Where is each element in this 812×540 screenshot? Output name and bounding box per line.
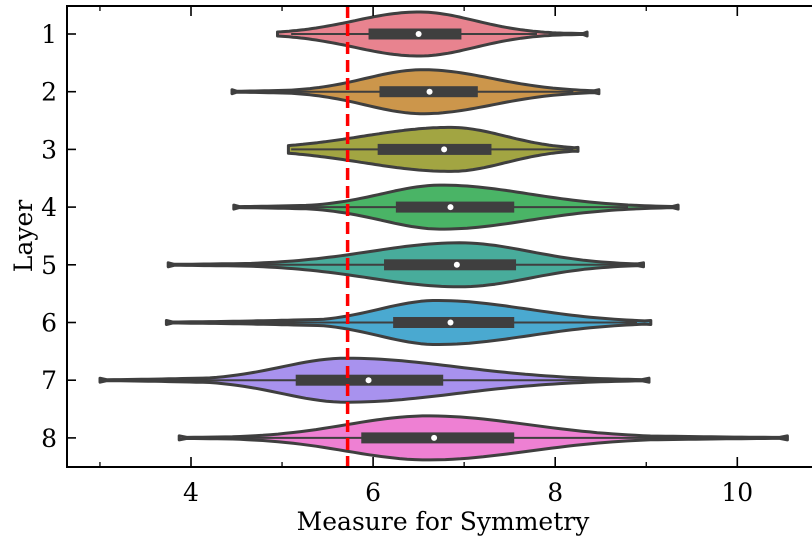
violin-layer-3 — [286, 125, 580, 173]
y-tick-label: 5 — [41, 251, 57, 280]
violin-layer-5 — [166, 241, 645, 289]
y-tick-label: 4 — [41, 193, 57, 222]
violin-median-point — [447, 204, 454, 211]
y-tick-label: 1 — [41, 20, 57, 49]
y-tick-label: 3 — [41, 135, 57, 164]
violin-layer-8 — [177, 414, 789, 462]
y-tick-label: 2 — [41, 78, 57, 107]
violin-median-point — [426, 88, 433, 95]
x-tick-label: 8 — [547, 478, 563, 507]
violin-iqr-box — [384, 259, 517, 271]
violin-median-point — [453, 261, 460, 268]
y-axis-label: Layer — [9, 200, 38, 272]
y-tick-label: 6 — [41, 309, 57, 338]
violin-median-point — [441, 146, 448, 153]
violin-layer-2 — [230, 68, 601, 116]
x-axis-label: Measure for Symmetry — [297, 507, 591, 536]
x-tick-label: 4 — [183, 478, 199, 507]
y-tick-label: 8 — [41, 424, 57, 453]
violin-median-point — [431, 434, 438, 441]
violin-iqr-box — [361, 432, 515, 444]
violin-median-point — [415, 31, 422, 37]
y-tick-label: 7 — [41, 366, 57, 395]
violin-median-point — [447, 319, 454, 326]
violin-layer-6 — [164, 299, 653, 346]
violin-iqr-box — [395, 201, 515, 213]
violin-layer-1 — [276, 10, 589, 58]
violin-median-point — [365, 377, 372, 384]
violin-iqr-box — [393, 317, 515, 328]
violin-iqr-box — [377, 143, 492, 155]
plot-frame — [66, 5, 812, 468]
violin-layer-7 — [98, 356, 651, 404]
violin-iqr-box — [368, 28, 462, 40]
violin-layer-4 — [232, 183, 680, 231]
x-tick-label: 6 — [365, 478, 381, 507]
x-tick-label: 10 — [721, 478, 753, 507]
